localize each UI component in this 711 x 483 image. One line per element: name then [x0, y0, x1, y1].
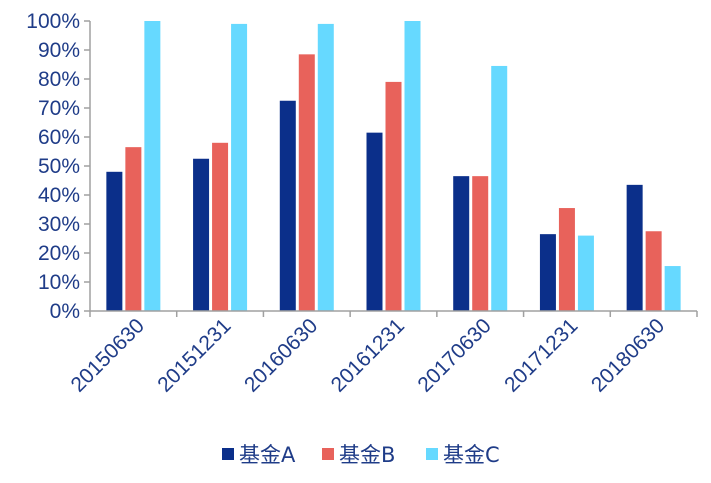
- y-tick-label: 10%: [38, 271, 80, 294]
- bar-基金C-20171231: [577, 235, 594, 311]
- bars-layer: [106, 21, 681, 312]
- legend-label: 基金B: [339, 443, 395, 467]
- bar-基金A-20170630: [453, 176, 470, 311]
- bar-基金A-20180630: [626, 184, 643, 311]
- y-axis-tick-labels: 0% 10% 20% 30% 40% 50% 60% 70% 80% 90% 100%: [26, 10, 80, 323]
- legend-swatch-基金A: [222, 448, 234, 460]
- x-tick-label: 20151231: [153, 314, 235, 396]
- axes-layer: [84, 20, 698, 317]
- x-tick-label: 20160630: [240, 314, 322, 396]
- bar-基金A-20171231: [539, 234, 556, 311]
- x-tick-label: 20180630: [587, 314, 669, 396]
- bar-基金A-20150630: [106, 171, 123, 311]
- x-tick-label: 20161231: [327, 314, 409, 396]
- y-tick-label: 20%: [38, 242, 80, 265]
- y-tick-label: 90%: [38, 39, 80, 62]
- bar-基金B-20160630: [298, 54, 315, 311]
- bar-基金C-20151231: [231, 23, 248, 312]
- bar-基金C-20180630: [664, 266, 681, 311]
- x-tick-label: 20170630: [413, 314, 495, 396]
- bar-基金A-20160630: [279, 100, 296, 311]
- y-tick-label: 30%: [38, 213, 80, 236]
- bar-基金A-20161231: [366, 132, 383, 311]
- x-tick-label: 20171231: [500, 314, 582, 396]
- bar-基金B-20151231: [212, 142, 229, 311]
- bar-基金B-20171231: [558, 208, 575, 311]
- bar-基金C-20170630: [491, 65, 508, 311]
- bar-基金B-20150630: [125, 147, 142, 311]
- y-tick-label: 80%: [38, 68, 80, 91]
- x-axis-tick-labels: 20150630 20151231 20160630 20161231 20170630…: [67, 314, 670, 396]
- bar-基金A-20151231: [193, 158, 210, 311]
- bar-基金B-20161231: [385, 81, 402, 312]
- legend-swatch-基金C: [426, 448, 438, 460]
- y-tick-label: 70%: [38, 97, 80, 120]
- y-tick-label: 60%: [38, 126, 80, 149]
- legend-label: 基金A: [239, 443, 296, 467]
- bar-基金B-20170630: [472, 176, 489, 311]
- bar-基金C-20161231: [404, 21, 421, 311]
- legend-swatch-基金B: [322, 448, 334, 460]
- bar-基金C-20160630: [317, 23, 334, 312]
- legend: 基金A 基金B 基金C: [222, 443, 500, 467]
- bar-基金B-20180630: [645, 231, 662, 311]
- bar-基金C-20150630: [144, 21, 161, 311]
- y-tick-label: 50%: [38, 155, 80, 178]
- legend-label: 基金C: [443, 443, 500, 467]
- x-tick-label: 20150630: [67, 314, 149, 396]
- y-tick-label: 0%: [50, 300, 80, 323]
- y-tick-label: 40%: [38, 184, 80, 207]
- y-tick-label: 100%: [26, 10, 80, 33]
